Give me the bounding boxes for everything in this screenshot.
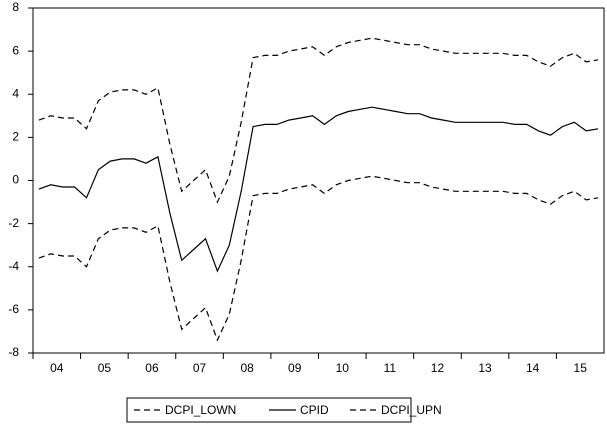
y-tick-label: -2: [8, 216, 19, 230]
series-line: [38, 175, 599, 342]
x-tick-label: 14: [526, 361, 540, 375]
legend-label: DCPI_LOWN: [165, 403, 236, 417]
y-tick-label: -8: [8, 345, 19, 359]
y-tick-label: 4: [12, 86, 19, 100]
x-tick-label: 13: [478, 361, 492, 375]
x-tick-label: 05: [98, 361, 112, 375]
x-tick-label: 09: [288, 361, 302, 375]
x-tick-label: 06: [145, 361, 159, 375]
y-tick-label: -4: [8, 259, 19, 273]
x-tick-label: 12: [431, 361, 445, 375]
x-tick-label: 08: [240, 361, 254, 375]
x-tick-label: 15: [574, 361, 588, 375]
y-tick-label: -6: [8, 302, 19, 316]
series-line: [38, 106, 599, 273]
legend-label: DCPI_UPN: [381, 403, 442, 417]
y-tick-label: 6: [12, 43, 19, 57]
x-tick-label: 10: [336, 361, 350, 375]
y-tick-label: 2: [12, 130, 19, 144]
x-tick-label: 11: [384, 361, 397, 375]
y-tick-label: 0: [12, 173, 19, 187]
x-tick-label: 07: [193, 361, 207, 375]
series-line: [38, 37, 599, 204]
plot-frame: [32, 7, 605, 354]
legend-label: CPID: [300, 403, 329, 417]
x-tick-label: 04: [50, 361, 64, 375]
y-tick-label: 8: [12, 0, 19, 14]
